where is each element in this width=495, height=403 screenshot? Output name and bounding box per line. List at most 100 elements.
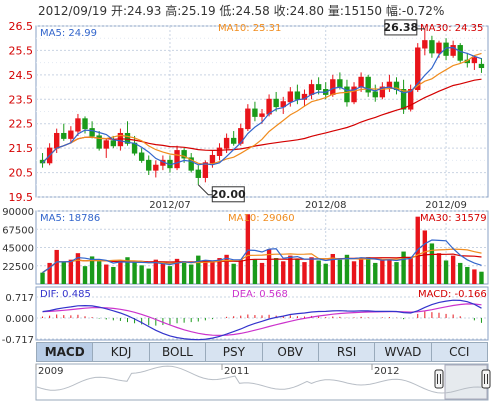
ma10-line [42, 52, 482, 165]
volume-bar [217, 258, 222, 284]
volume-bar [373, 262, 378, 284]
candle-body [344, 86, 350, 103]
candle-body [89, 128, 95, 137]
candle-body [195, 169, 201, 178]
candle-body [351, 86, 357, 103]
volume-bar [387, 259, 392, 284]
high-annotation: 26.38 [383, 21, 418, 34]
volume-bar [472, 269, 477, 284]
volume-bar [259, 262, 265, 284]
price-axis-tick: 22.5 [9, 118, 34, 131]
tab-wvad[interactable]: WVAD [375, 343, 432, 361]
candle-body [216, 147, 223, 156]
candle-body [223, 137, 230, 149]
candle-body [146, 159, 152, 171]
navigator-year-label: 2012 [374, 366, 399, 377]
volume-bar [160, 262, 166, 284]
volume-bar [118, 260, 123, 284]
volume-axis-tick: 90000 [2, 207, 34, 218]
volume-bar [82, 266, 88, 284]
price-axis-tick: 24.5 [9, 69, 34, 82]
macd-axis-tick: -0.717 [2, 335, 34, 346]
navigator-price-trace [36, 365, 488, 394]
volume-ma30-line [42, 253, 482, 274]
tab-kdj[interactable]: KDJ [93, 343, 150, 361]
volume-bar [281, 261, 286, 284]
candle-body [138, 152, 145, 161]
ma30-line [42, 78, 482, 164]
volume-bar [273, 258, 279, 284]
candle-body [450, 45, 456, 56]
price-axis-tick: 26.5 [9, 20, 34, 33]
candle-body [400, 89, 407, 110]
dif-legend: DIF: 0.485 [40, 289, 91, 300]
tab-boll[interactable]: BOLL [150, 343, 207, 361]
candle-body [337, 79, 343, 88]
ma30-legend: MA30: 24.35 [420, 23, 483, 34]
volume-bar [54, 249, 59, 284]
candle-body [365, 76, 371, 93]
volume-ma5-line [42, 239, 482, 274]
candle-body [280, 101, 286, 108]
volume-bar [358, 258, 364, 284]
volume-bar [132, 262, 137, 284]
volume-axis-tick: 45000 [2, 244, 34, 255]
volume-bar [344, 254, 350, 284]
volume-bar [47, 262, 52, 284]
candle-body [209, 154, 216, 164]
dea-line [42, 303, 482, 337]
volume-bar [40, 272, 45, 284]
candle-body [407, 89, 414, 110]
low-annotation: 20.00 [211, 188, 246, 201]
volume-bar [210, 262, 215, 284]
ma10-legend: MA10: 25.31 [218, 23, 281, 34]
volume-bar [153, 259, 159, 284]
candle-body [379, 86, 386, 98]
date-axis-tick: 2012/09 [425, 200, 467, 211]
candle-body [153, 164, 159, 171]
tab-cci[interactable]: CCI [449, 345, 470, 359]
macd-legend: MACD: -0.166 [418, 289, 487, 300]
candle-body [230, 137, 237, 144]
price-axis-tick: 20.5 [9, 167, 34, 180]
volume-bar [61, 262, 66, 284]
candle-body [415, 47, 421, 91]
volume-bar [380, 260, 385, 284]
volume-bar [181, 261, 187, 284]
volume-ma10-legend: MA10: 29060 [228, 213, 295, 224]
volume-bar [266, 249, 272, 284]
volume-bar [288, 255, 293, 284]
price-axis-tick: 25.5 [9, 44, 34, 57]
volume-bar [245, 214, 251, 284]
volume-bar [429, 243, 435, 284]
tab-psy[interactable]: PSY [206, 343, 263, 361]
volume-bar [252, 259, 258, 284]
volume-bar [75, 253, 81, 284]
volume-bar [203, 260, 208, 284]
volume-bar [295, 258, 300, 284]
candle-body [103, 140, 109, 149]
volume-bar [238, 259, 243, 284]
dif-line [42, 299, 482, 341]
tab-macd[interactable]: MACD [37, 343, 94, 361]
candle-body [315, 84, 322, 91]
tab-rsi[interactable]: RSI [319, 343, 376, 361]
volume-bar [479, 271, 484, 284]
macd-axis-tick: 0.000 [5, 314, 34, 325]
navigator-year-label: 2011 [224, 366, 249, 377]
volume-axis-tick: 67500 [2, 225, 34, 236]
volume-bar [174, 258, 180, 284]
candle-body [124, 132, 131, 144]
tab-obv[interactable]: OBV [263, 343, 319, 361]
candle-body [252, 108, 258, 117]
volume-bar [104, 264, 109, 284]
candle-body [308, 84, 315, 95]
candle-body [245, 108, 251, 130]
candle-body [188, 157, 194, 171]
volume-bar [146, 268, 151, 284]
volume-bar [365, 257, 371, 284]
candle-body [330, 79, 336, 95]
dea-legend: DEA: 0.568 [232, 289, 288, 300]
